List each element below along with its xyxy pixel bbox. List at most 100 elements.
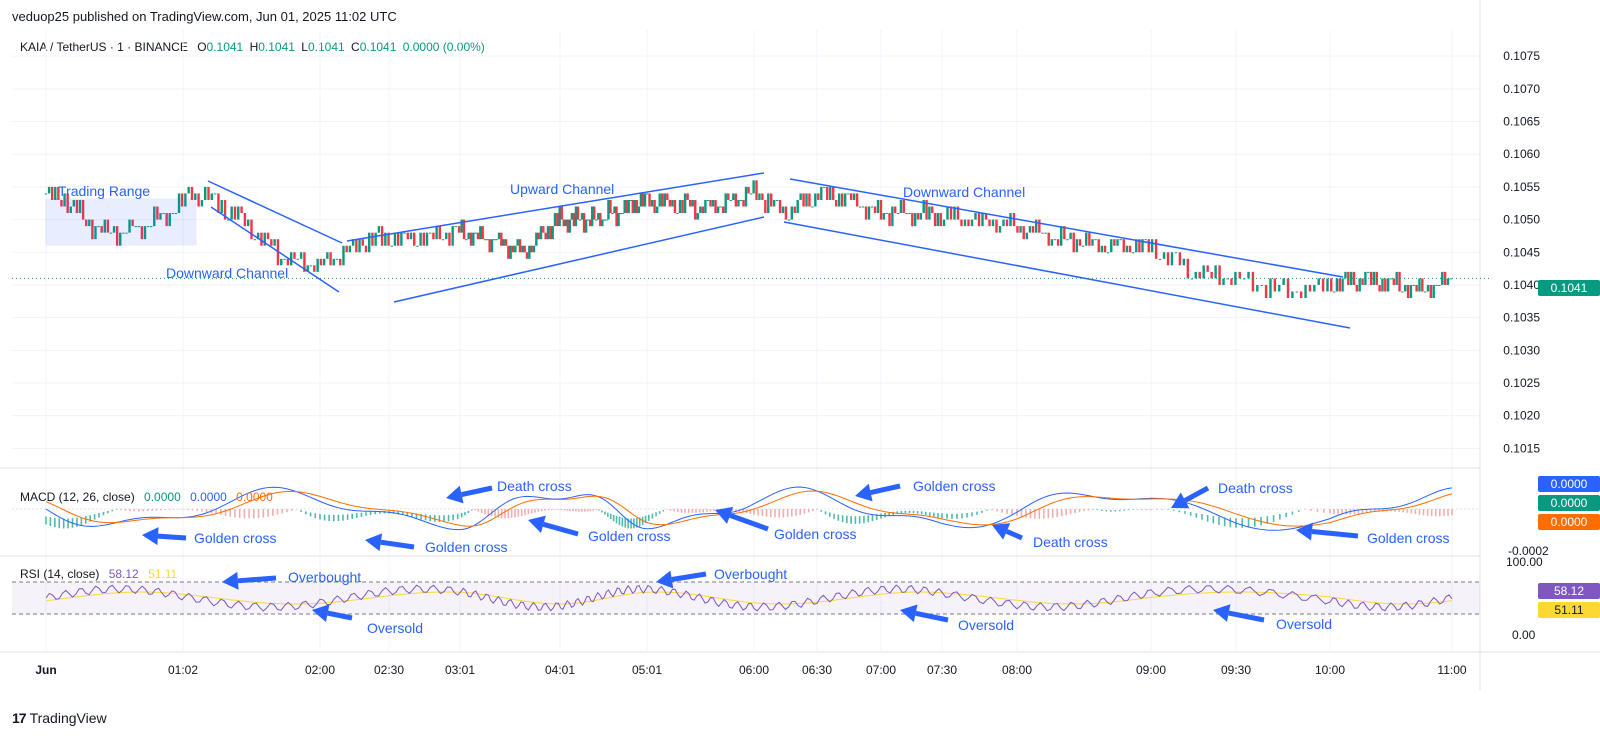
macd-histogram-bar xyxy=(816,509,818,510)
candle xyxy=(696,213,699,220)
macd-histogram-bar xyxy=(1201,514,1203,520)
macd-histogram-bar xyxy=(1141,509,1143,511)
macd-cross-arrow-shaft xyxy=(1311,529,1359,539)
macd-histogram-bar xyxy=(971,512,973,517)
candle xyxy=(217,193,220,214)
macd-histogram-bar xyxy=(411,512,413,518)
macd-histogram-bar xyxy=(1047,509,1050,519)
price-tick-label: 0.1050 xyxy=(1503,213,1540,227)
macd-histogram-bar xyxy=(618,516,621,526)
candle xyxy=(180,193,184,207)
candle xyxy=(588,219,592,227)
macd-histogram-bar xyxy=(929,512,931,516)
macd-histogram-bar xyxy=(592,509,595,511)
macd-histogram-bar xyxy=(1345,509,1348,515)
macd-cross-arrow-shaft xyxy=(1005,529,1023,541)
candle xyxy=(1446,278,1450,285)
candle xyxy=(974,213,977,220)
macd-histogram-bar xyxy=(305,511,307,515)
candle xyxy=(441,239,445,241)
candle xyxy=(1398,271,1401,292)
time-tick-label: 03:01 xyxy=(445,663,475,677)
macd-histogram-bar xyxy=(186,509,189,510)
macd-histogram-bar xyxy=(406,512,409,517)
candle xyxy=(734,193,738,207)
candle xyxy=(621,213,624,215)
macd-histogram-bar xyxy=(680,509,683,513)
candle xyxy=(1170,252,1174,266)
candle xyxy=(984,213,988,220)
candle xyxy=(744,186,748,207)
candle xyxy=(393,232,397,246)
candle xyxy=(942,219,946,227)
macd-histogram-bar xyxy=(1006,509,1008,514)
candle xyxy=(549,226,552,240)
candle xyxy=(861,206,865,208)
candle xyxy=(832,186,835,200)
macd-histogram-bar xyxy=(867,515,869,523)
macd-histogram-bar xyxy=(447,514,450,522)
candle xyxy=(977,213,981,227)
candle xyxy=(1128,245,1132,253)
candle xyxy=(967,219,970,227)
candle xyxy=(678,199,682,214)
candle xyxy=(525,252,529,259)
macd-histogram-bar xyxy=(795,509,797,516)
candle xyxy=(1044,232,1047,234)
candle xyxy=(852,193,856,200)
open-label: O xyxy=(197,40,207,54)
candle xyxy=(919,213,923,220)
candle xyxy=(400,232,403,246)
candle xyxy=(131,219,134,227)
candle xyxy=(1273,278,1277,292)
candle xyxy=(658,193,661,207)
macd-cross-arrow-head xyxy=(446,485,464,504)
macd-histogram-bar xyxy=(369,511,372,515)
candle xyxy=(63,193,66,207)
candle xyxy=(306,265,309,272)
candle xyxy=(425,232,429,246)
candle xyxy=(518,239,522,253)
tradingview-brand[interactable]: 17 TradingView xyxy=(12,710,107,726)
macd-histogram-bar xyxy=(1092,509,1094,510)
brand-label: TradingView xyxy=(29,710,107,726)
candle xyxy=(560,206,563,220)
candle xyxy=(568,219,572,233)
candle xyxy=(165,213,168,227)
macd-legend[interactable]: MACD (12, 26, close) 0.0000 0.0000 0.000… xyxy=(20,490,273,504)
candle xyxy=(539,226,543,240)
time-tick-label: 08:00 xyxy=(1002,663,1032,677)
price-tick-label: 0.1060 xyxy=(1503,147,1540,161)
macd-histogram-bar xyxy=(1038,509,1041,519)
candle xyxy=(204,186,207,200)
candle xyxy=(213,193,217,195)
macd-histogram-bar xyxy=(1310,509,1312,511)
candle xyxy=(576,206,580,220)
symbol-name[interactable]: KAIA / TetherUS · 1 · BINANCE xyxy=(20,40,188,54)
macd-histogram-bar xyxy=(702,509,705,513)
candle xyxy=(755,180,758,200)
candle xyxy=(390,245,393,247)
candle xyxy=(556,213,559,227)
candle xyxy=(1247,271,1250,279)
macd-histogram-bar xyxy=(1178,510,1181,513)
rsi-zone-arrow-head xyxy=(1213,604,1231,622)
macd-histogram-bar xyxy=(961,513,963,519)
candle xyxy=(220,199,223,214)
macd-histogram-bar xyxy=(168,509,171,510)
candle xyxy=(879,199,883,220)
candle xyxy=(465,239,468,241)
candle xyxy=(438,226,442,240)
candle xyxy=(1206,265,1209,272)
macd-histogram-bar xyxy=(774,509,776,518)
macd-tag-2: 0.0000 xyxy=(1538,495,1600,511)
price-tick-label: 0.1045 xyxy=(1503,245,1540,259)
macd-histogram-bar xyxy=(215,509,217,515)
macd-cross-label: Golden cross xyxy=(1367,530,1449,546)
rsi-legend[interactable]: RSI (14, close) 58.12 51.11 xyxy=(20,567,177,581)
candle xyxy=(566,219,570,233)
candle xyxy=(1075,239,1079,253)
candle xyxy=(106,219,110,233)
candle xyxy=(57,186,60,200)
